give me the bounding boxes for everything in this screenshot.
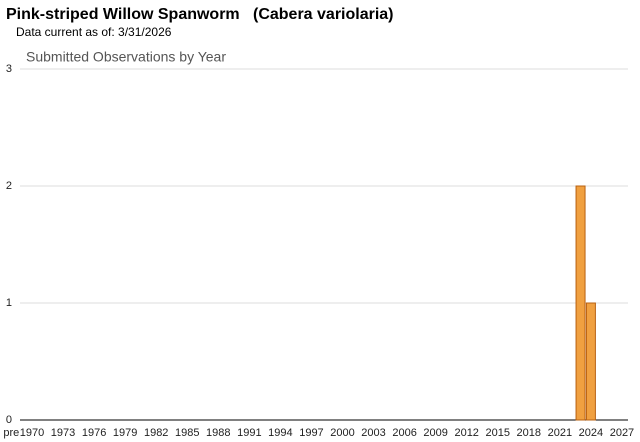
x-tick-label: 2015: [486, 427, 510, 439]
bar: [575, 185, 586, 421]
x-tick-label: 2021: [548, 427, 572, 439]
x-tick-label: 2006: [392, 427, 416, 439]
x-tick-label: 1997: [299, 427, 323, 439]
bar: [585, 302, 596, 421]
x-tick-label: 1994: [268, 427, 292, 439]
x-tick-label: 2027: [610, 427, 634, 439]
y-tick-label: 2: [6, 180, 12, 192]
x-tick-label: 1979: [113, 427, 137, 439]
x-tick-label: 1970: [20, 427, 44, 439]
x-tick-label: 2012: [454, 427, 478, 439]
x-tick-label: 2018: [517, 427, 541, 439]
x-tick-label: 1985: [175, 427, 199, 439]
x-tick-label: 1988: [206, 427, 230, 439]
x-tick-label: pre: [3, 427, 19, 439]
x-tick-label: 1982: [144, 427, 168, 439]
y-tick-label: 1: [6, 297, 12, 309]
y-tick-label: 0: [6, 414, 12, 426]
x-tick-label: 2000: [330, 427, 354, 439]
x-tick-label: 1973: [51, 427, 75, 439]
y-tick-label: 3: [6, 63, 12, 75]
chart-title: Submitted Observations by Year: [26, 49, 226, 65]
x-tick-label: 1976: [82, 427, 106, 439]
x-tick-label: 2009: [423, 427, 447, 439]
subtitle: Data current as of: 3/31/2026: [16, 25, 172, 39]
x-tick-label: 1991: [237, 427, 261, 439]
x-tick-label: 2003: [361, 427, 385, 439]
x-tick-label: 2024: [579, 427, 603, 439]
page-title: Pink-striped Willow Spanworm (Cabera var…: [6, 6, 394, 23]
